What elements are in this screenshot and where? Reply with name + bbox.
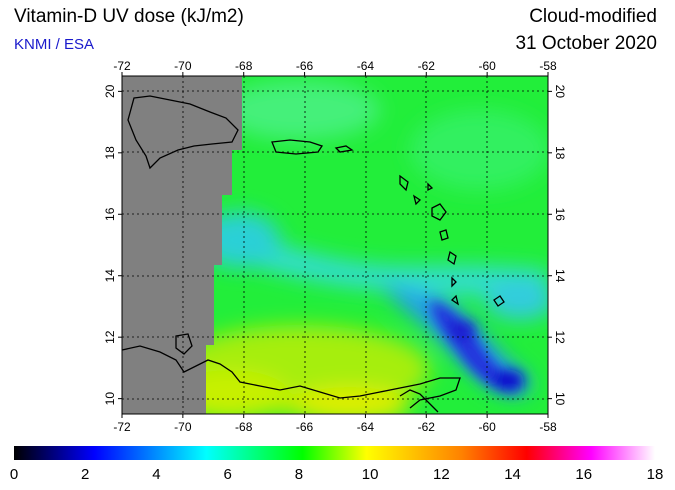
lat-tick-label: 16 [103, 207, 117, 221]
colorbar-tick-label: 10 [362, 466, 379, 483]
colorbar-tick-label: 2 [81, 466, 89, 483]
lat-tick-label: 10 [553, 392, 567, 406]
colorbar-tick-label: 6 [223, 466, 231, 483]
lon-tick-label: -70 [174, 420, 192, 434]
data-source-label: KNMI / ESA [14, 36, 95, 53]
lat-ticks-left: 10 12 14 16 18 20 [103, 84, 122, 405]
lon-tick-label: -68 [235, 59, 253, 73]
lon-tick-label: -64 [357, 420, 375, 434]
lon-tick-label: -62 [418, 420, 436, 434]
product-label: Cloud-modified [529, 6, 657, 27]
map-title: Vitamin-D UV dose (kJ/m2) [14, 6, 244, 27]
lon-tick-label: -66 [296, 420, 314, 434]
lat-tick-label: 14 [553, 269, 567, 283]
lat-tick-label: 20 [103, 84, 117, 98]
lon-tick-label: -58 [539, 420, 557, 434]
lon-tick-label: -64 [357, 59, 375, 73]
lon-tick-label: -72 [113, 420, 131, 434]
colorbar-tick-label: 18 [647, 466, 664, 483]
no-data-region [122, 76, 242, 414]
colorbar-tick-label: 4 [152, 466, 160, 483]
uv-dose-field [122, 76, 548, 414]
date-label: 31 October 2020 [515, 33, 657, 54]
lon-tick-label: -68 [235, 420, 253, 434]
lat-ticks-right: 10 12 14 16 18 20 [548, 85, 567, 406]
colorbar-labels: 0 2 4 6 8 10 12 14 16 18 [10, 466, 664, 483]
lon-ticks-bottom: -72 -70 -68 -66 -64 -62 -60 -58 [113, 414, 557, 434]
colorbar-tick-label: 8 [295, 466, 303, 483]
colorbar-tick-label: 16 [575, 466, 592, 483]
lon-tick-label: -58 [539, 59, 557, 73]
lat-tick-label: 12 [553, 331, 567, 345]
colorbar-tick-label: 12 [433, 466, 450, 483]
colorbar-tick-label: 14 [504, 466, 521, 483]
lat-tick-label: 18 [103, 146, 117, 160]
colorbar-tick-label: 0 [10, 466, 18, 483]
colorbar [14, 446, 655, 460]
lon-tick-label: -62 [418, 59, 436, 73]
lat-tick-label: 12 [103, 330, 117, 344]
lon-tick-label: -60 [478, 59, 496, 73]
lat-lon-grid [122, 76, 548, 414]
lon-tick-label: -72 [113, 59, 131, 73]
lat-tick-label: 20 [553, 85, 567, 99]
map-frame [121, 75, 549, 415]
lon-ticks-top: -72 -70 -68 -66 -64 -62 -60 -58 [113, 59, 557, 76]
lon-tick-label: -70 [174, 59, 192, 73]
lat-tick-label: 16 [553, 208, 567, 222]
coastlines [122, 95, 505, 413]
lat-tick-label: 18 [553, 146, 567, 160]
lat-tick-label: 14 [103, 269, 117, 283]
lon-tick-label: -66 [296, 59, 314, 73]
lon-tick-label: -60 [478, 420, 496, 434]
lat-tick-label: 10 [103, 392, 117, 406]
